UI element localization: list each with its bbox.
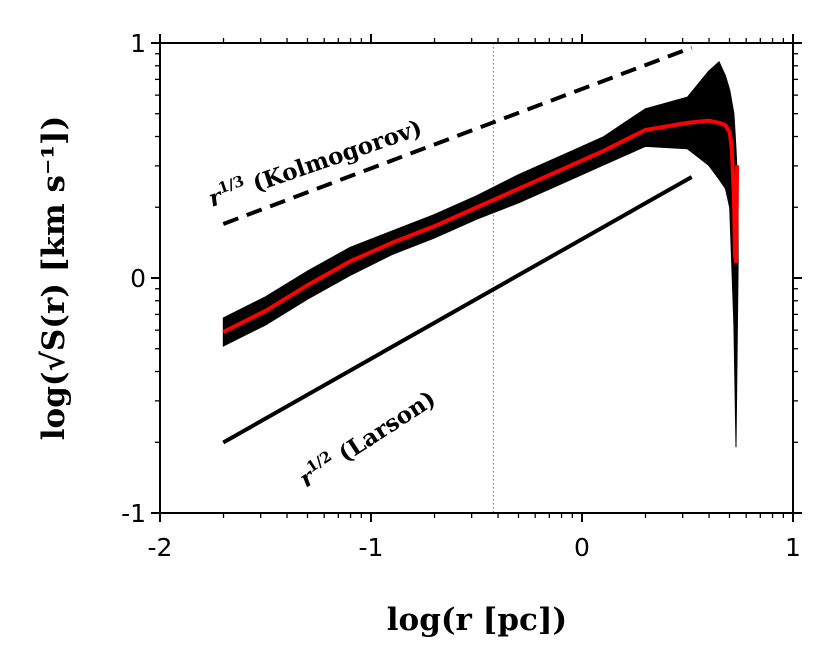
y-tick-label: 0 [130, 264, 146, 293]
x-tick-label: 1 [785, 533, 801, 562]
kolmogorov-reference-line [222, 45, 693, 226]
y-tick-label: -1 [121, 499, 146, 528]
plot-area [222, 43, 740, 513]
y-tick-label: 1 [130, 29, 146, 58]
larson-reference-line [222, 175, 693, 445]
x-axis-title: log(r [pc]) [387, 602, 567, 638]
x-tick-label: 0 [574, 533, 590, 562]
x-tick-label: -1 [359, 533, 384, 562]
spread-band [222, 60, 739, 448]
larson-text: (Larson) [327, 385, 441, 472]
axes: -2 -1 0 1-101 [121, 29, 802, 562]
x-tick-label: -2 [148, 533, 173, 562]
y-axis-title: log(√S(r) [km s⁻¹]) [36, 116, 72, 441]
larson-annotation: r1/2 (Larson) [293, 383, 441, 493]
mean-curve [222, 118, 740, 334]
